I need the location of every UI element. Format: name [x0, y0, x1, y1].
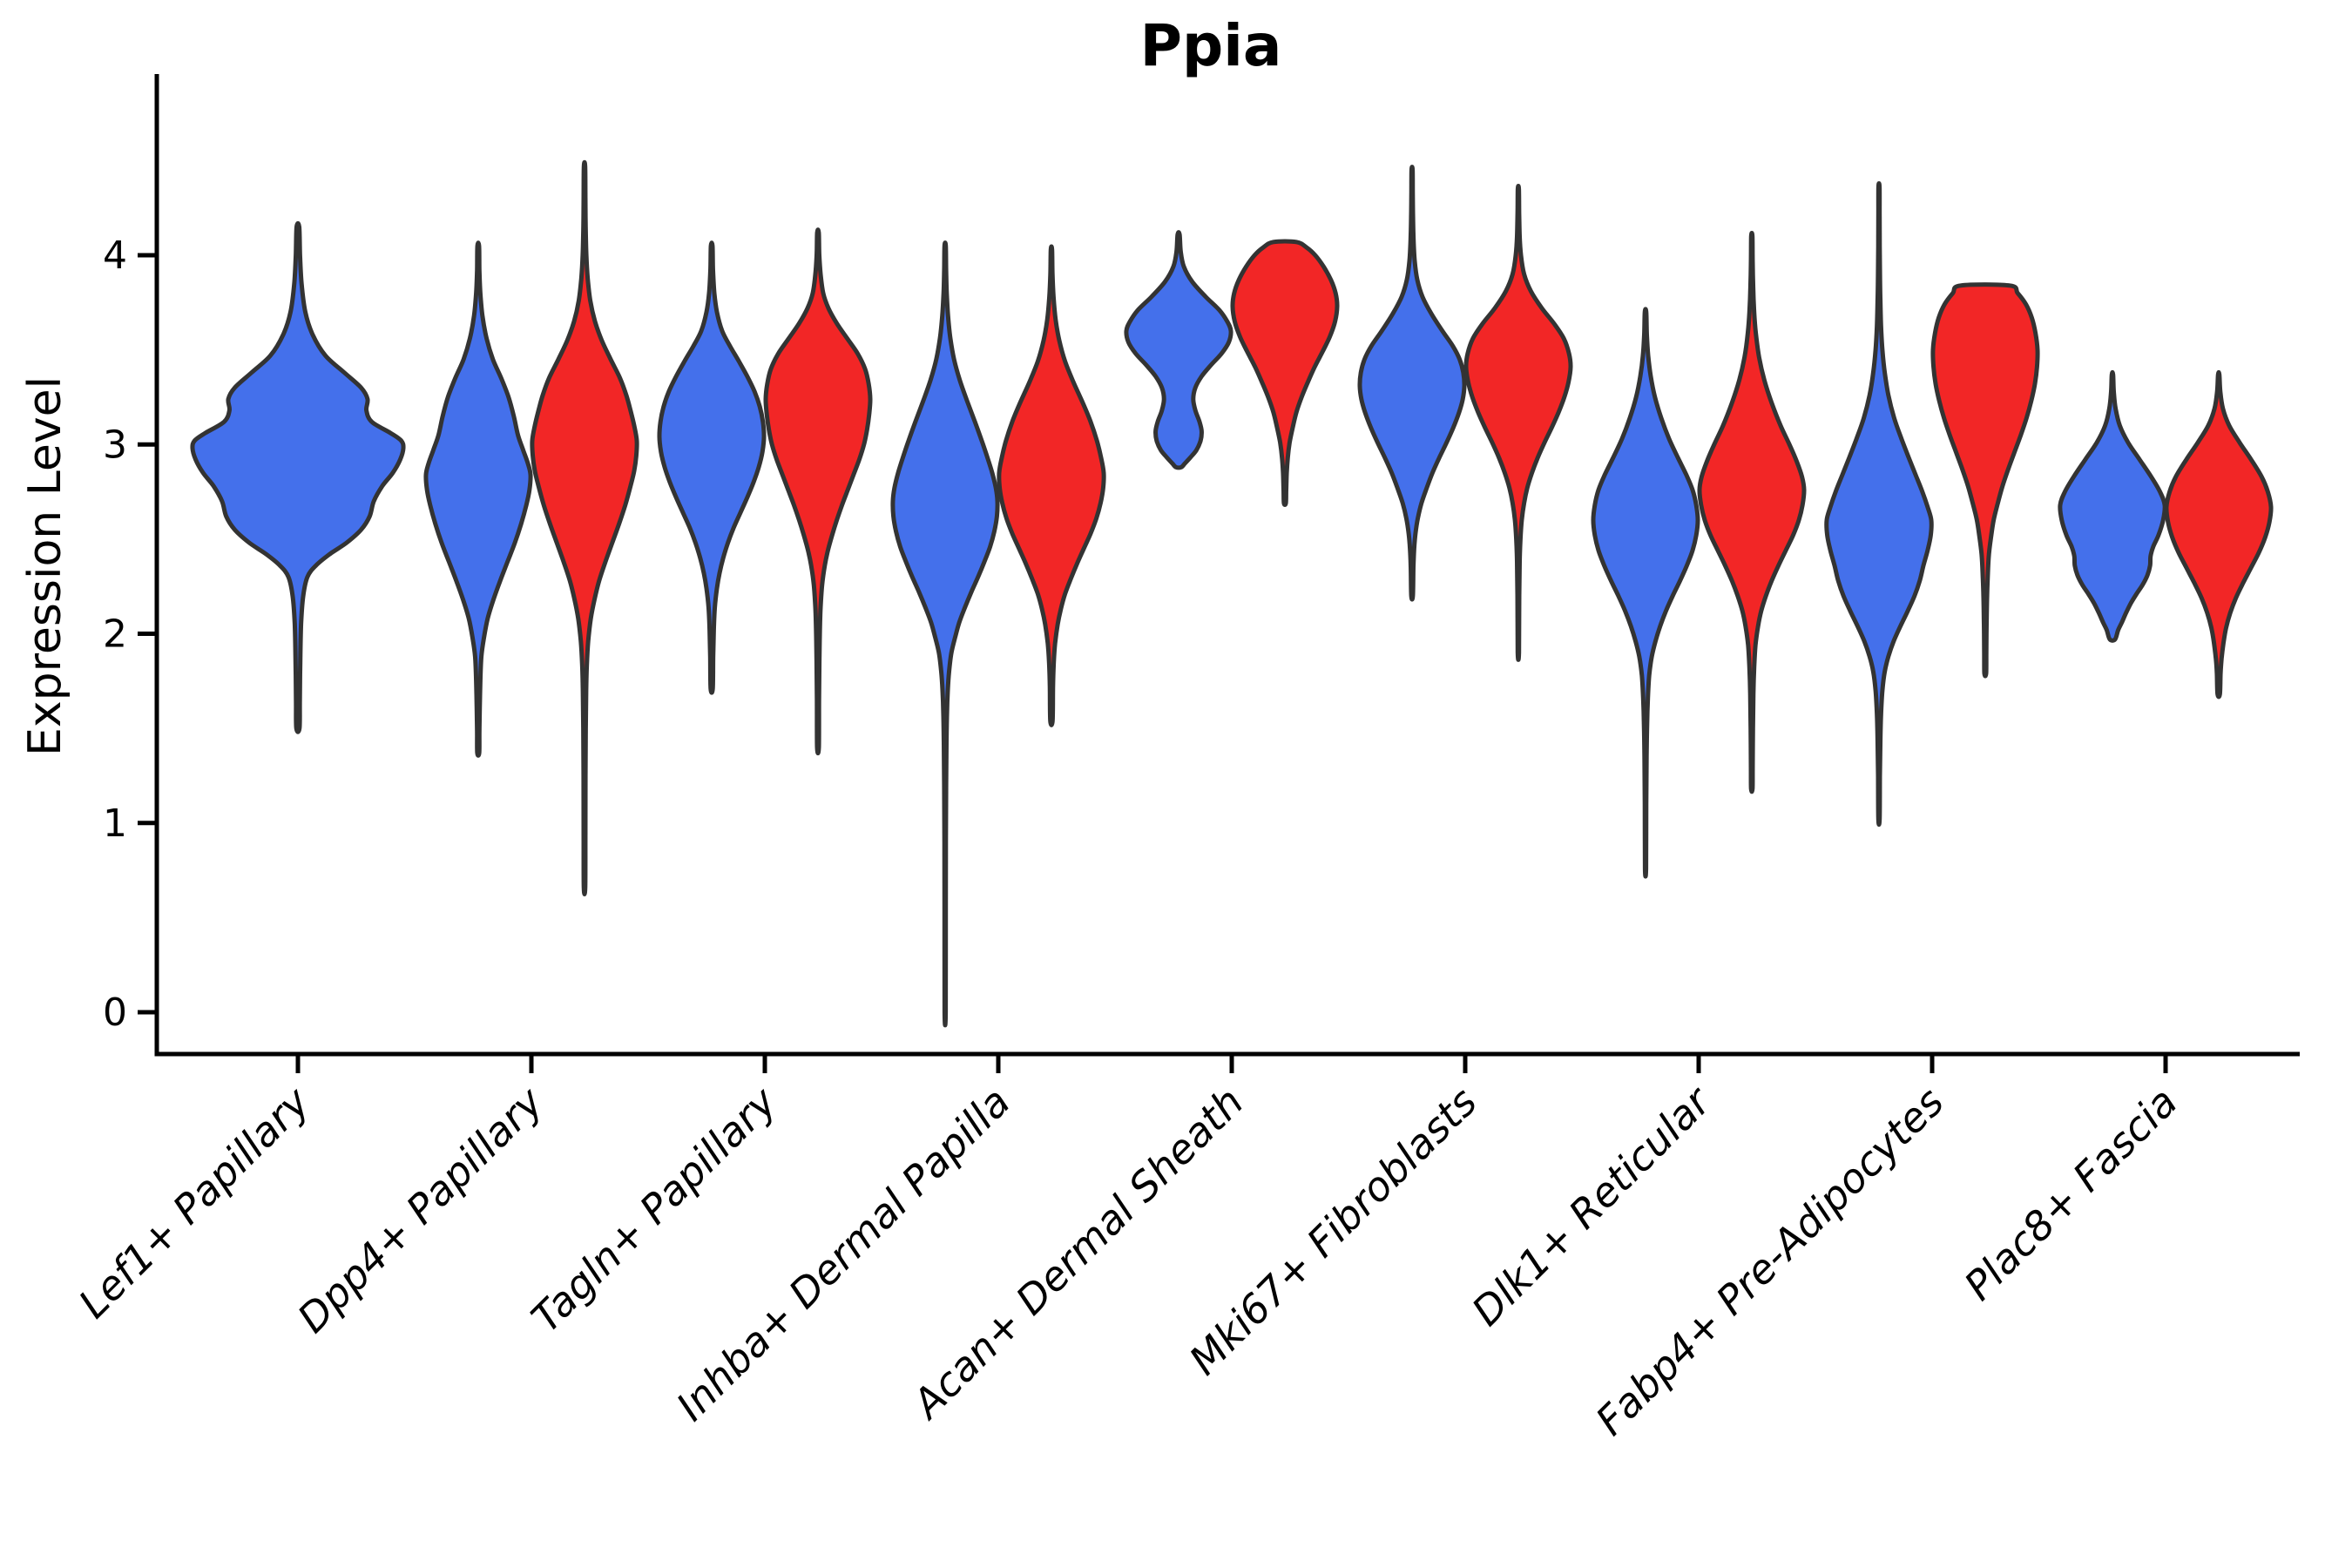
- x-tick-label-dpp4-papillary: Dpp4+ Papillary: [288, 1078, 552, 1342]
- violin-tagln-papillary-blue: [657, 240, 767, 695]
- violin-mki67-fibroblasts-blue: [1357, 165, 1467, 602]
- violin-dpp4-papillary-blue: [423, 240, 533, 758]
- y-tick-label: 3: [103, 422, 127, 467]
- violin-plac8-fascia-blue: [2058, 369, 2167, 643]
- y-tick-label: 4: [103, 233, 127, 278]
- y-tick-label: 2: [103, 612, 127, 657]
- violin-plac8-fascia-red: [2164, 369, 2274, 700]
- violin-dpp4-papillary-red: [530, 159, 639, 896]
- y-tick-label: 1: [103, 801, 127, 846]
- x-tick-label-tagln-papillary: Tagln+ Papillary: [522, 1078, 786, 1342]
- violin-acan-dermal-sheath-red: [1230, 239, 1340, 507]
- y-tick-label: 0: [103, 990, 127, 1035]
- violin-lef1-papillary-blue: [190, 220, 406, 734]
- violin-fabp4-pre-adipocytes-red: [1930, 282, 2040, 679]
- violin-acan-dermal-sheath-blue: [1124, 230, 1233, 470]
- x-tick-label-plac8-fascia: Plac8+ Fascia: [1955, 1078, 2186, 1309]
- violin-mki67-fibroblasts-red: [1463, 183, 1573, 662]
- violin-inhba-dermal-papilla-red: [997, 244, 1106, 727]
- plot-title: Ppia: [1139, 12, 1282, 79]
- violin-dlk1-reticular-blue: [1591, 307, 1700, 879]
- violin-tagln-papillary-red: [763, 227, 873, 756]
- x-tick-label-dlk1-reticular: Dlk1+ Reticular: [1463, 1076, 1721, 1335]
- x-tick-label-lef1-papillary: Lef1+ Papillary: [70, 1078, 319, 1327]
- violin-inhba-dermal-papilla-blue: [890, 240, 1000, 1028]
- violin-fabp4-pre-adipocytes-blue: [1824, 180, 1934, 828]
- violin-dlk1-reticular-red: [1697, 230, 1807, 794]
